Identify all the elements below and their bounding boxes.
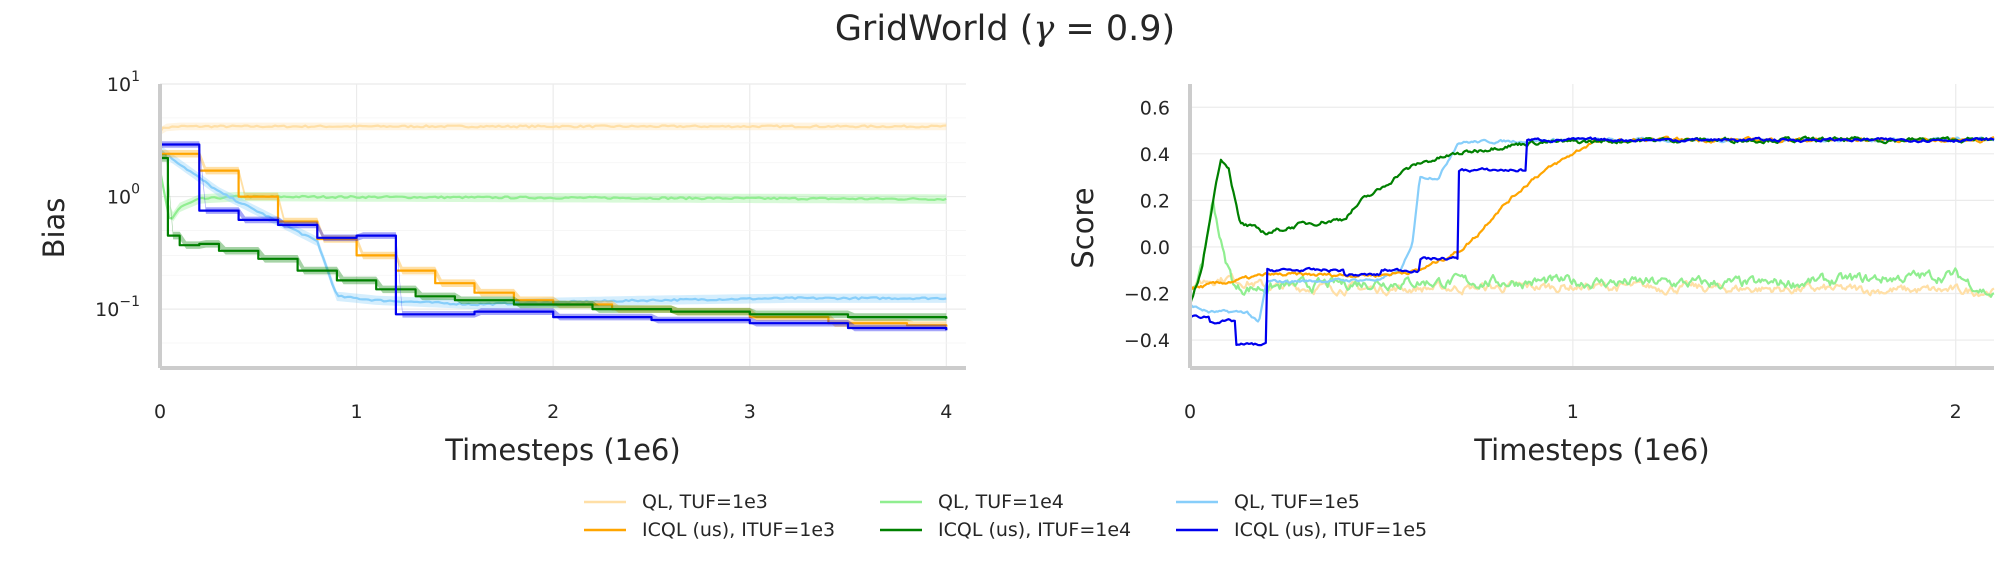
series-line: [1189, 135, 1995, 291]
y-tick-label: 0.0: [1140, 237, 1170, 259]
bias-xlabel: Timesteps (1e6): [444, 433, 680, 467]
series-line: [1189, 136, 1995, 347]
score-ylabel: Score: [1066, 187, 1100, 268]
score-grid: [1189, 84, 1994, 368]
x-tick-label: 1: [351, 401, 363, 423]
legend-label: QL, TUF=1e3: [642, 491, 768, 513]
y-tick-label: 101: [107, 69, 140, 96]
series-line: [160, 156, 948, 319]
x-tick-label: 2: [1950, 401, 1962, 423]
score-series: [1188, 135, 1995, 347]
legend-label: QL, TUF=1e5: [1234, 491, 1360, 513]
series-line: [1189, 199, 1995, 298]
y-tick-label: 0.2: [1140, 190, 1170, 212]
legend-label: QL, TUF=1e4: [938, 491, 1064, 513]
y-tick-label: 0.4: [1140, 144, 1170, 166]
bias-ylabel: Bias: [37, 198, 71, 259]
title-gamma: γ: [1033, 9, 1054, 49]
legend: QL, TUF=1e3 ICQL (us), ITUF=1e3 QL, TUF=1e…: [584, 491, 1427, 541]
series-line: [158, 169, 947, 220]
legend-label: ICQL (us), ITUF=1e3: [642, 519, 835, 541]
legend-item: ICQL (us), ITUF=1e5: [1176, 519, 1427, 541]
legend-label: ICQL (us), ITUF=1e5: [1234, 519, 1427, 541]
legend-label: ICQL (us), ITUF=1e4: [938, 519, 1131, 541]
series-band: [160, 150, 947, 329]
title-eq: = 0.9): [1054, 9, 1175, 49]
bias-series: [158, 122, 948, 332]
legend-item: ICQL (us), ITUF=1e4: [880, 519, 1131, 541]
x-tick-label: 0: [1184, 401, 1196, 423]
legend-item: QL, TUF=1e5: [1176, 491, 1360, 513]
x-tick-label: 1: [1567, 401, 1579, 423]
series-line: [159, 124, 947, 133]
score-xlabel: Timesteps (1e6): [1473, 433, 1709, 467]
score-chart: 0 1 20.60.40.20.0−0.2−0.4 Timesteps (1e6) …: [1066, 84, 1995, 467]
title-text: GridWorld (: [835, 9, 1034, 49]
bias-ticks: 0 1 2 3 4 101 100 10−1: [95, 69, 952, 423]
bias-chart: 0 1 2 3 4 101 100 10−1 Timesteps (1e6) Bias: [37, 69, 966, 467]
series-line: [160, 152, 948, 327]
x-tick-label: 3: [744, 401, 756, 423]
y-tick-label: 0.6: [1140, 97, 1170, 119]
series-band: [160, 166, 947, 222]
y-tick-label: 100: [107, 182, 140, 209]
x-tick-label: 0: [154, 401, 166, 423]
series-band: [160, 154, 947, 321]
figure-title: GridWorld (γ = 0.9): [835, 9, 1175, 49]
series-line: [160, 143, 948, 331]
y-tick-label: −0.2: [1124, 284, 1170, 306]
series-line: [1188, 135, 1995, 306]
y-tick-label: −0.4: [1124, 330, 1170, 352]
x-tick-label: 2: [547, 401, 559, 423]
legend-item: QL, TUF=1e3: [584, 491, 768, 513]
x-tick-label: 4: [940, 401, 952, 423]
legend-item: ICQL (us), ITUF=1e3: [584, 519, 835, 541]
legend-item: QL, TUF=1e4: [880, 491, 1064, 513]
y-tick-label: 10−1: [95, 294, 140, 321]
score-ticks: 0 1 2 0.6 0.4 0.2 0.0 −0.2 −0.4: [1124, 97, 1962, 423]
